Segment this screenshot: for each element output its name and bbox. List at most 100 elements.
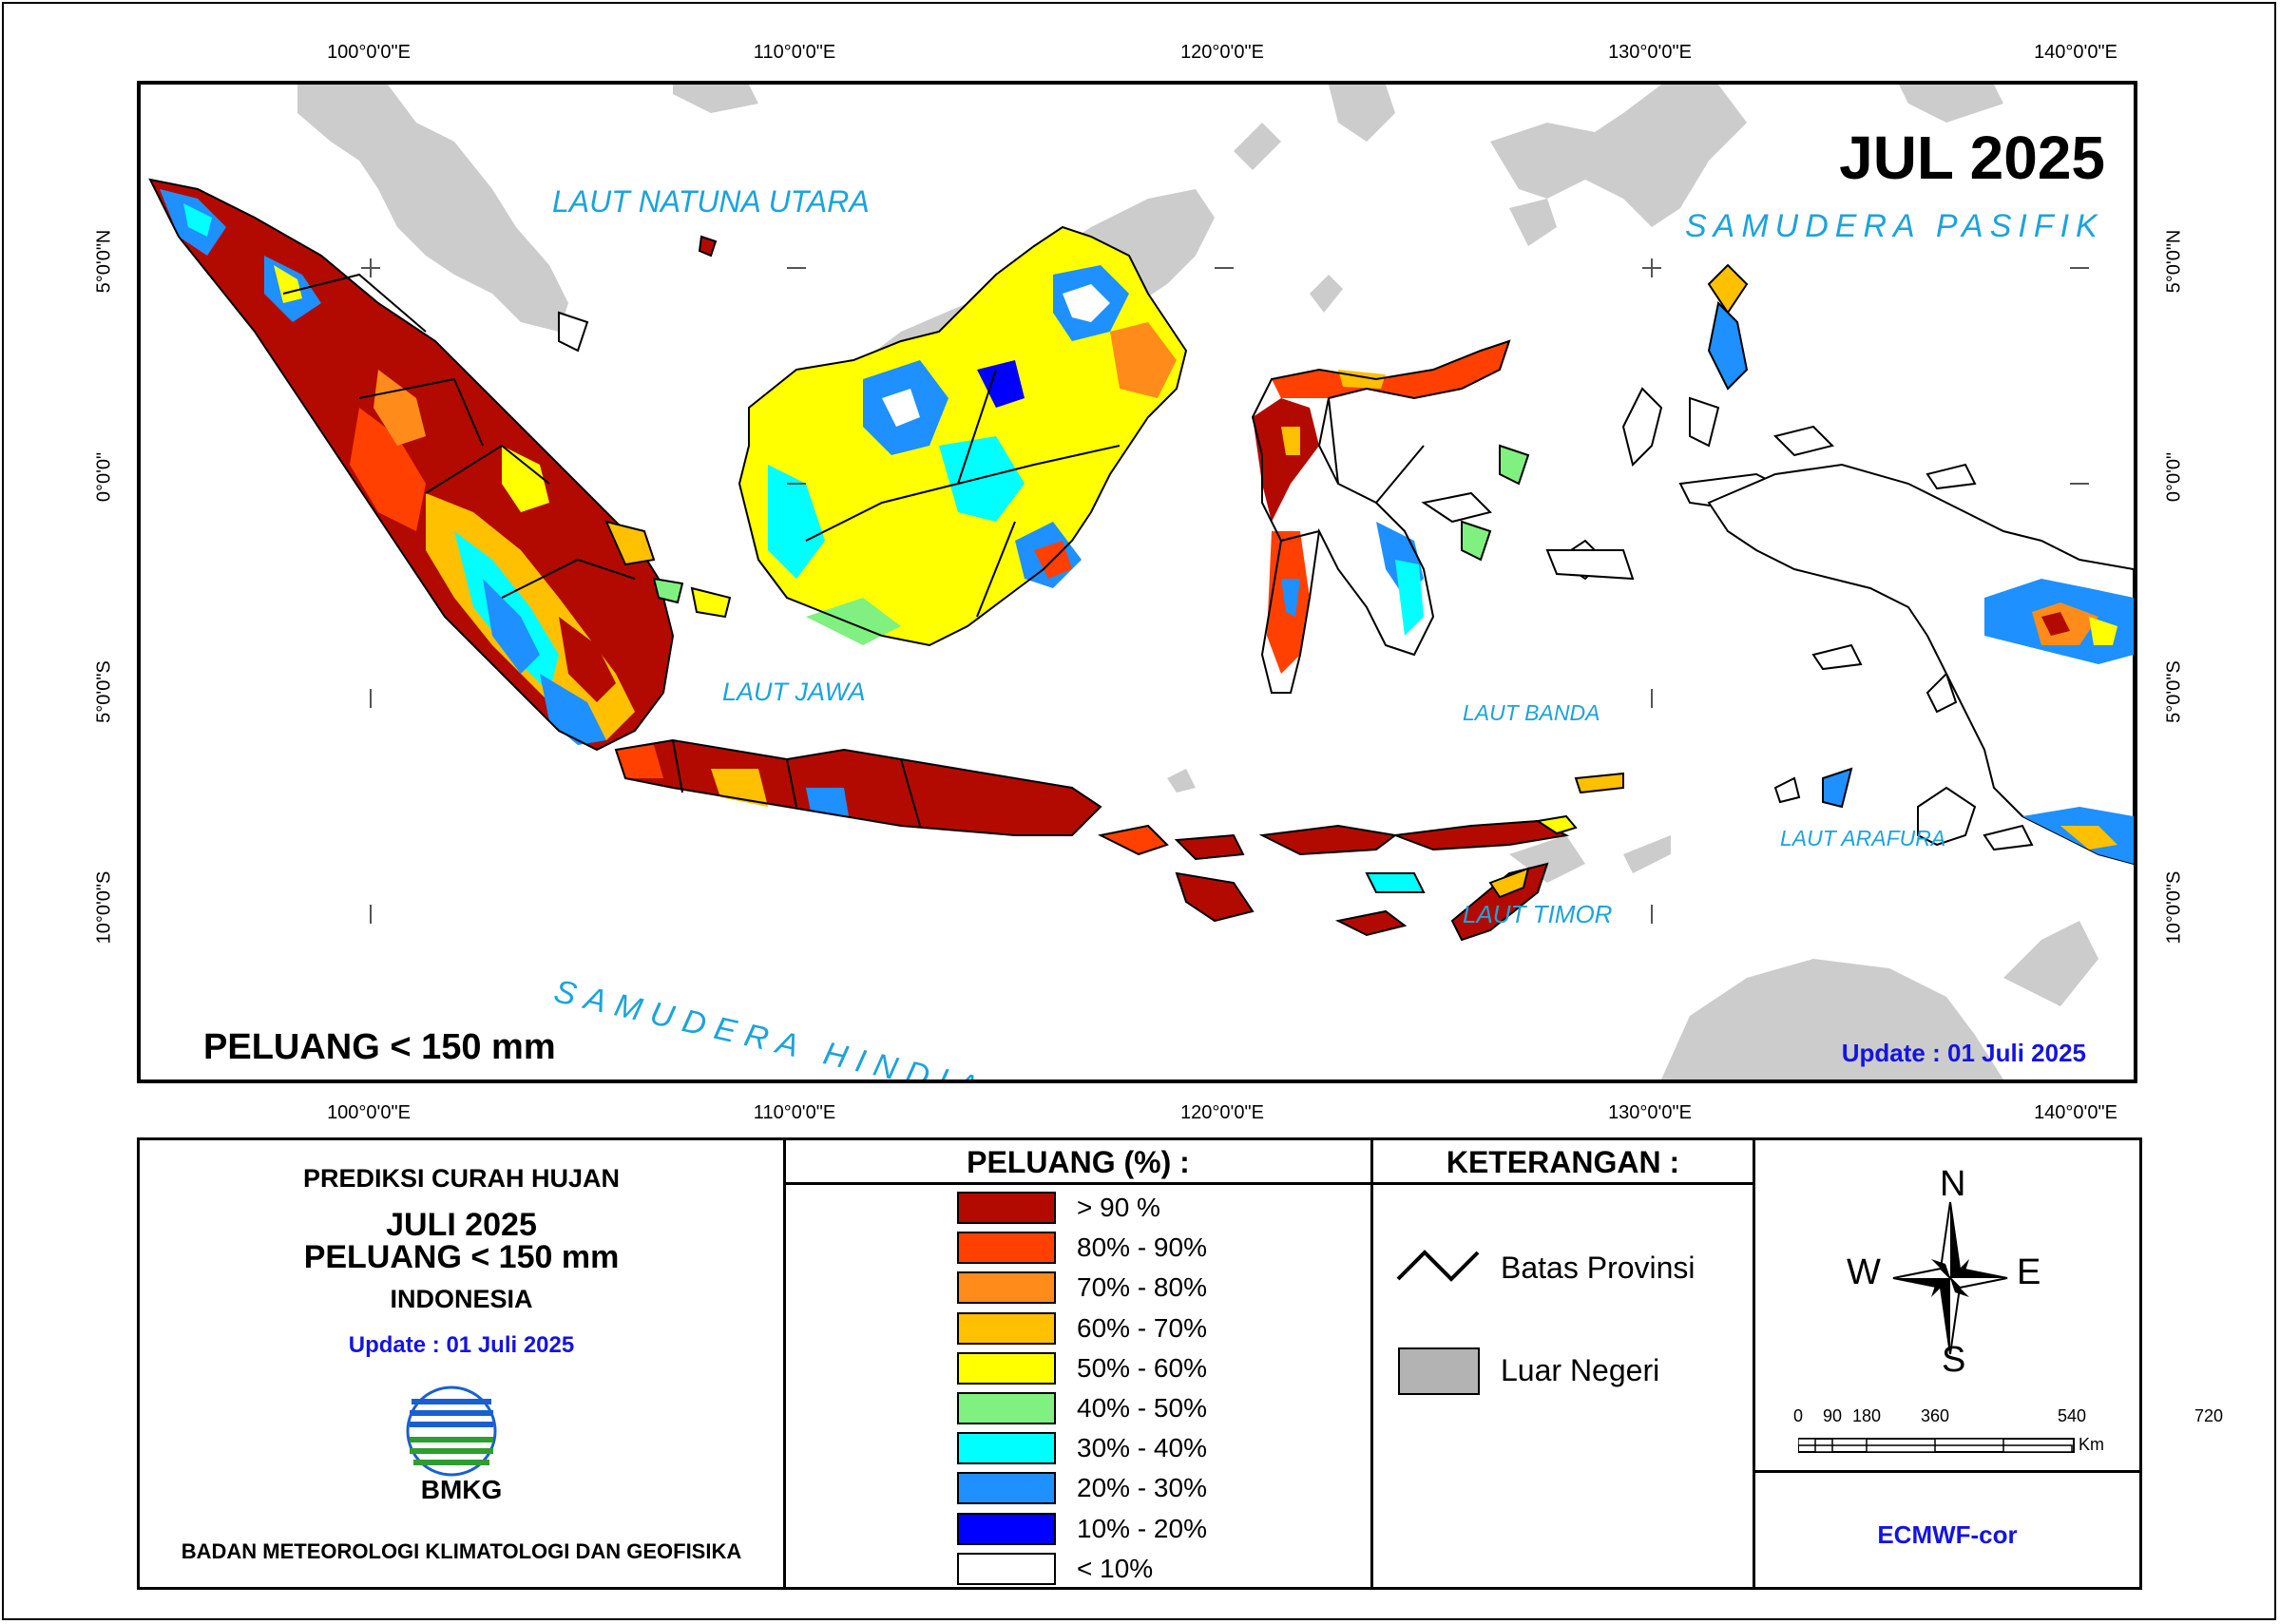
sea-label-arafura: LAUT ARAFURA (1780, 826, 1946, 850)
sea-label-jawa: LAUT JAWA (722, 678, 866, 706)
island-sulawesi (1251, 339, 1530, 694)
scalebar-tick-label: 720 (2194, 1406, 2224, 1425)
lat-label-0-right: 0°0'0" (2163, 451, 2185, 503)
compass-w-label: W (1847, 1252, 1881, 1292)
keterangan-header: KETERANGAN : (1373, 1140, 1753, 1185)
scalebar-tick-label: 540 (2057, 1406, 2087, 1425)
info-title-1: PREDIKSI CURAH HUJAN (302, 1164, 621, 1193)
luar-negeri-swatch (1398, 1347, 1480, 1395)
lat-label-5n-left: 5°0'0"N (93, 229, 115, 294)
logo-text: BMKG (420, 1475, 503, 1504)
lon-label-130-top: 130°0'0"E (1608, 42, 1692, 63)
legend-row: < 10% (957, 1551, 1153, 1587)
island-kalimantan (738, 225, 1188, 647)
islands-bangka-belitung (558, 235, 732, 619)
legend-row: 50% - 60% (957, 1350, 1207, 1386)
legend-swatch (957, 1552, 1056, 1585)
lon-label-110-bottom: 110°0'0"E (753, 1102, 836, 1123)
sea-label-pasifik: SAMUDERA PASIFIK (1685, 208, 2104, 244)
legend-row: 10% - 20% (957, 1511, 1207, 1547)
sea-label-timor: LAUT TIMOR (1463, 900, 1613, 928)
lon-label-130-bottom: 130°0'0"E (1608, 1102, 1692, 1123)
scalebar-tick-label: 180 (1851, 1406, 1882, 1425)
map-update-label: Update : 01 Juli 2025 (1841, 1039, 2086, 1067)
bmkg-logo (406, 1385, 497, 1477)
legend-swatch (957, 1271, 1056, 1305)
compass-area: N S E W 0 90 180 360 540 720 Km (1755, 1140, 2223, 1473)
info-title-2: JULI 2025 (386, 1207, 537, 1243)
lat-label-0-left: 0°0'0" (93, 451, 115, 503)
scalebar-tick-label: 360 (1920, 1406, 1950, 1425)
agency-name: BADAN METEOROLOGI KLIMATOLOGI DAN GEOFIS… (181, 1539, 742, 1563)
scalebar-tick-label: 90 (1822, 1406, 1843, 1425)
scalebar (1798, 1438, 2075, 1453)
island-papua (1707, 425, 2134, 866)
legend-label: < 10% (1077, 1553, 1154, 1583)
legend-row: 20% - 30% (957, 1470, 1207, 1506)
legend-swatch (957, 1311, 1056, 1345)
legend-label: 30% - 40% (1077, 1433, 1207, 1463)
legend-label: 60% - 70% (1077, 1312, 1207, 1343)
compass-rose-icon (1892, 1201, 2008, 1355)
scalebar-unit: Km (2079, 1435, 2104, 1454)
legend-row: > 90 % (957, 1190, 1160, 1226)
provinsi-line-icon (1396, 1250, 1480, 1282)
luar-negeri-label: Luar Negeri (1501, 1353, 1660, 1387)
lon-label-110-top: 110°0'0"E (753, 42, 836, 63)
lat-label-10s-left: 10°0'0"S (93, 870, 115, 945)
legend-panel: PELUANG (%) : > 90 % 80% - 90% 70% - 80% 60… (783, 1137, 1373, 1590)
legend-label: 40% - 50% (1077, 1393, 1207, 1423)
legend-label: 10% - 20% (1077, 1513, 1207, 1543)
lon-label-100-bottom: 100°0'0"E (327, 1102, 411, 1123)
provinsi-label: Batas Provinsi (1501, 1251, 1696, 1285)
scalebar-tick-label: 0 (1792, 1406, 1804, 1425)
lat-label-5n-right: 5°0'0"N (2163, 229, 2185, 294)
legend-swatch (957, 1192, 1056, 1224)
keterangan-title: KETERANGAN : (1446, 1145, 1680, 1179)
graticule (361, 258, 2089, 924)
compass-e-label: E (2017, 1252, 2041, 1292)
legend-swatch (957, 1432, 1056, 1465)
map-peluang-label: PELUANG < 150 mm (203, 1027, 556, 1067)
map-month-title: JUL 2025 (1839, 124, 2105, 192)
lon-label-100-top: 100°0'0"E (327, 42, 411, 63)
info-title-3: PELUANG < 150 mm (303, 1239, 620, 1275)
legend-header: PELUANG (%) : (786, 1140, 1370, 1185)
legend-swatch (957, 1472, 1056, 1505)
lon-label-140-bottom: 140°0'0"E (2034, 1102, 2117, 1123)
lon-label-120-top: 120°0'0"E (1180, 42, 1264, 63)
legend-row: 60% - 70% (957, 1310, 1207, 1347)
legend-label: 50% - 60% (1077, 1352, 1207, 1383)
info-panel: PREDIKSI CURAH HUJAN JULI 2025 PELUANG <… (137, 1137, 786, 1590)
legend-row: 80% - 90% (957, 1230, 1207, 1266)
lat-label-5s-right: 5°0'0"S (2163, 660, 2185, 723)
island-sumatra (148, 178, 675, 752)
legend-row: 40% - 50% (957, 1390, 1207, 1426)
info-update: Update : 01 Juli 2025 (348, 1332, 575, 1358)
compass-s-label: S (1942, 1340, 1966, 1380)
lat-label-5s-left: 5°0'0"S (93, 660, 115, 723)
island-java (614, 738, 1102, 836)
keterangan-panel: KETERANGAN : Batas Provinsi Luar Negeri (1370, 1137, 1755, 1590)
legend-row: 70% - 80% (957, 1270, 1207, 1306)
model-label: ECMWF-cor (1877, 1520, 2018, 1549)
legend-swatch (957, 1512, 1056, 1545)
legend-swatch (957, 1392, 1056, 1424)
legend-title: PELUANG (%) : (967, 1145, 1190, 1179)
info-region: INDONESIA (390, 1285, 533, 1313)
lon-label-140-top: 140°0'0"E (2034, 42, 2117, 63)
legend-swatch (957, 1351, 1056, 1385)
legend-label: > 90 % (1077, 1193, 1160, 1222)
lon-label-120-bottom: 120°0'0"E (1180, 1102, 1264, 1123)
legend-label: 70% - 80% (1077, 1272, 1207, 1303)
legend-label: 80% - 90% (1077, 1232, 1207, 1263)
lat-label-10s-right: 10°0'0"S (2163, 870, 2185, 945)
legend-label: 20% - 30% (1077, 1473, 1207, 1503)
compass-panel: N S E W 0 90 180 360 540 720 Km ECMWF-cor (1753, 1137, 2223, 1590)
islands-nusa-tenggara (1097, 772, 1624, 942)
legend-swatch (957, 1232, 1056, 1265)
map-canvas (148, 85, 2134, 1079)
map-panel[interactable]: LAUT NATUNA UTARA SAMUDERA PASIFIK LAUT … (137, 81, 2137, 1083)
sea-label-natuna: LAUT NATUNA UTARA (552, 184, 870, 219)
